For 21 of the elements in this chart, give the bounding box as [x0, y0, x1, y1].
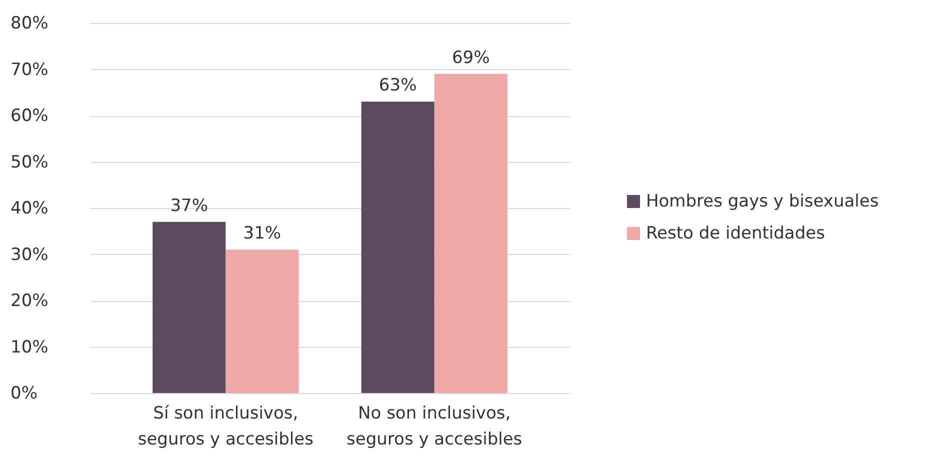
data-label: 69% [452, 48, 490, 68]
y-tick-label: 50% [10, 152, 48, 172]
y-tick-label: 0% [10, 384, 38, 404]
y-tick-label: 40% [10, 198, 48, 218]
legend-label: Resto de identidades [646, 224, 826, 244]
y-tick-label: 30% [10, 244, 48, 265]
bar [361, 102, 434, 393]
bar [226, 250, 299, 393]
y-tick-label: 70% [10, 60, 48, 80]
y-tick-label: 10% [10, 337, 48, 358]
y-tick-label: 60% [10, 106, 48, 126]
y-tick-label: 20% [10, 291, 48, 311]
data-label: 63% [378, 76, 417, 96]
legend-label: Hombres gays y bisexuales [646, 192, 879, 212]
y-tick-label: 80% [10, 14, 48, 34]
bar [434, 74, 508, 393]
data-label: 31% [243, 224, 282, 244]
x-tick-label: Sí son inclusivos, seguros y accesibles [138, 404, 314, 450]
data-label: 37% [170, 196, 208, 216]
bar [152, 222, 226, 393]
x-tick-label: No son inclusivos, seguros y accesibles [346, 404, 522, 450]
